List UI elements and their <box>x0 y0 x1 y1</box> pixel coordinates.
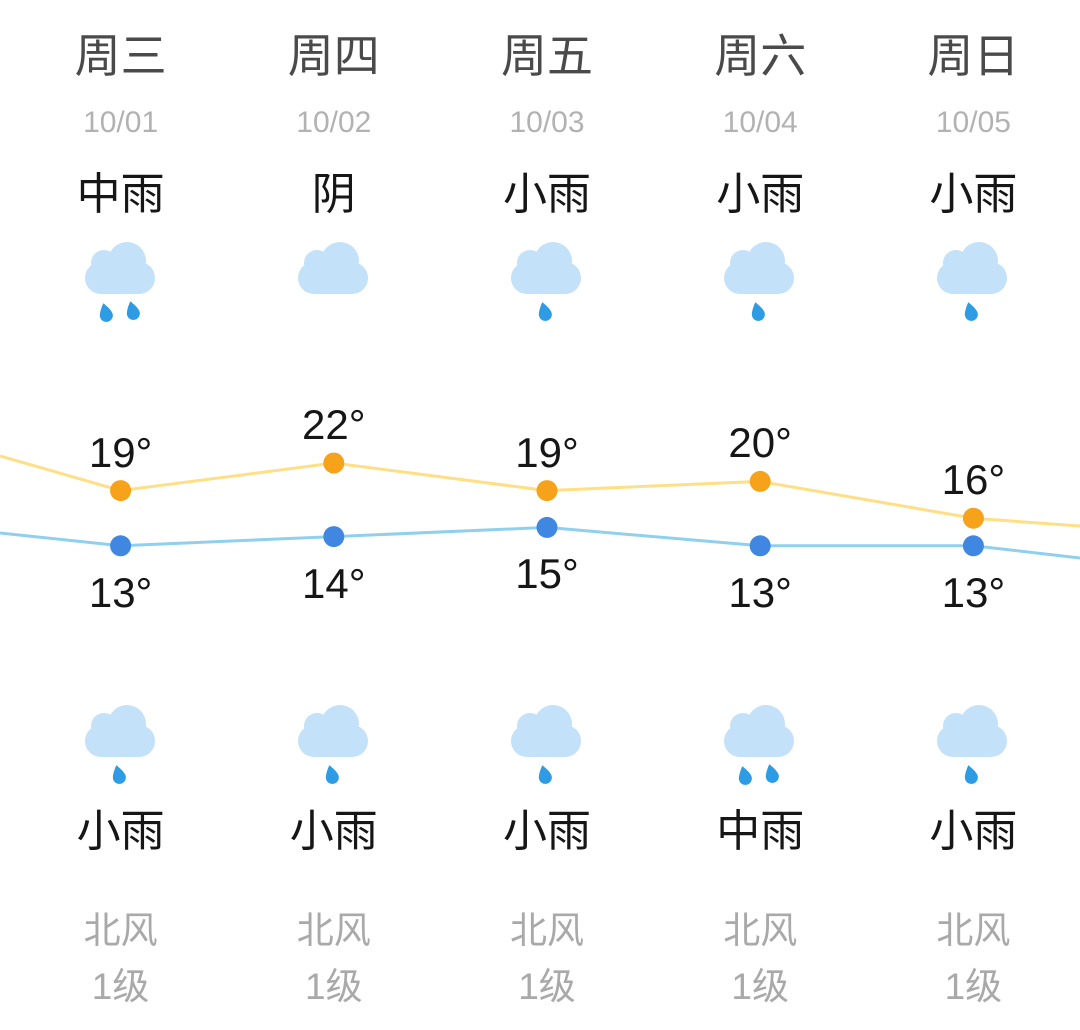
wind-level: 1级 <box>944 966 1003 1007</box>
night-column-2[interactable]: 小雨 北风 1级 <box>440 625 653 1015</box>
low-temp-label: 13° <box>88 568 153 616</box>
wind-info: 北风 1级 <box>84 903 158 1015</box>
day-weather-icon <box>84 242 157 328</box>
low-temp-dot <box>323 526 345 548</box>
high-temp-label: 20° <box>728 419 792 467</box>
wind-direction: 北风 <box>510 910 584 951</box>
day-weather-icon <box>511 242 583 328</box>
wind-info: 北风 1级 <box>936 903 1010 1015</box>
high-temp-dot <box>323 452 345 474</box>
high-temp-label: 22° <box>302 401 366 448</box>
day-weather-icon <box>297 242 370 328</box>
night-weather-icon <box>937 705 1009 787</box>
low-temp-label: 14° <box>302 559 366 607</box>
high-temp-label: 19° <box>88 428 153 476</box>
night-column-4[interactable]: 小雨 北风 1级 <box>867 625 1080 1015</box>
night-weather-icon <box>297 705 370 787</box>
day-weather-icon <box>937 242 1009 328</box>
wind-level: 1级 <box>91 966 150 1007</box>
cloud-icon <box>937 705 1008 784</box>
night-condition: 小雨 <box>929 807 1018 856</box>
wind-info: 北风 1级 <box>297 903 371 1015</box>
night-condition: 小雨 <box>289 807 378 856</box>
low-temp-dot <box>110 535 132 557</box>
low-temp-dot <box>962 535 984 557</box>
forecast-night-grid: 小雨 北风 1级 小雨 北风 1级 小雨 北风 1级 中雨 北风 1级 小雨 北… <box>0 625 1080 1015</box>
cloud-icon <box>724 242 795 321</box>
night-column-0[interactable]: 小雨 北风 1级 <box>14 625 227 1015</box>
day-date: 10/01 <box>83 106 159 139</box>
low-temp-label: 15° <box>515 550 579 598</box>
wind-direction: 北风 <box>296 910 371 951</box>
day-condition: 中雨 <box>76 170 165 219</box>
day-weather-icon <box>724 242 796 328</box>
day-name: 周六 <box>714 30 807 82</box>
wind-level: 1级 <box>731 966 789 1007</box>
night-condition: 中雨 <box>716 807 805 856</box>
day-column-1[interactable]: 周四 10/02 阴 <box>227 0 440 328</box>
night-weather-icon <box>511 705 583 787</box>
low-temp-label: 13° <box>728 568 792 616</box>
temperature-trend-chart: 19° 22° 19° 20° 16° 13° 14° 15° 13° 13° <box>0 385 1080 625</box>
day-date: 10/04 <box>722 106 798 139</box>
temperature-lines <box>0 452 1080 560</box>
wind-direction: 北风 <box>723 910 798 951</box>
night-column-1[interactable]: 小雨 北风 1级 <box>227 625 440 1015</box>
night-column-3[interactable]: 中雨 北风 1级 <box>654 625 867 1015</box>
cloud-icon <box>511 242 581 321</box>
low-temp-dot <box>749 535 771 557</box>
day-condition: 小雨 <box>503 170 591 219</box>
wind-level: 1级 <box>305 966 363 1007</box>
wind-level: 1级 <box>518 966 576 1007</box>
cloud-icon <box>84 705 155 784</box>
low-temp-dot <box>536 516 558 538</box>
day-condition: 小雨 <box>929 170 1018 219</box>
day-condition: 阴 <box>311 170 356 219</box>
low-temp-label: 13° <box>941 568 1006 616</box>
wind-direction: 北风 <box>936 910 1011 951</box>
day-column-2[interactable]: 周五 10/03 小雨 <box>440 0 653 328</box>
day-name: 周四 <box>287 30 380 82</box>
forecast-header-grid: 周三 10/01 中雨 周四 10/02 阴 周五 10/03 小雨 周六 10… <box>0 0 1080 328</box>
cloud-icon <box>297 705 368 784</box>
high-temp-dot <box>749 470 771 492</box>
high-temp-dot <box>110 480 132 502</box>
night-condition: 小雨 <box>503 807 591 856</box>
day-name: 周五 <box>501 30 593 82</box>
high-temp-dot <box>962 507 984 529</box>
day-date: 10/03 <box>509 106 585 139</box>
day-name: 周日 <box>927 30 1020 82</box>
cloud-icon <box>724 705 795 785</box>
day-column-3[interactable]: 周六 10/04 小雨 <box>654 0 867 328</box>
cloud-icon <box>511 705 581 784</box>
day-date: 10/02 <box>296 106 372 139</box>
day-date: 10/05 <box>935 106 1011 139</box>
day-name: 周三 <box>74 30 167 82</box>
day-condition: 小雨 <box>716 170 805 219</box>
night-weather-icon <box>84 705 157 787</box>
cloud-icon <box>937 242 1008 321</box>
high-temp-label: 19° <box>515 428 579 476</box>
day-column-4[interactable]: 周日 10/05 小雨 <box>867 0 1080 328</box>
high-temp-label: 16° <box>941 456 1006 504</box>
high-temp-dot <box>536 480 558 502</box>
night-condition: 小雨 <box>76 807 165 856</box>
wind-info: 北风 1级 <box>723 903 797 1015</box>
wind-info: 北风 1级 <box>510 903 584 1015</box>
night-weather-icon <box>724 705 796 787</box>
wind-direction: 北风 <box>83 910 158 951</box>
day-column-0[interactable]: 周三 10/01 中雨 <box>14 0 227 328</box>
cloud-icon <box>297 242 368 294</box>
cloud-icon <box>84 242 155 322</box>
